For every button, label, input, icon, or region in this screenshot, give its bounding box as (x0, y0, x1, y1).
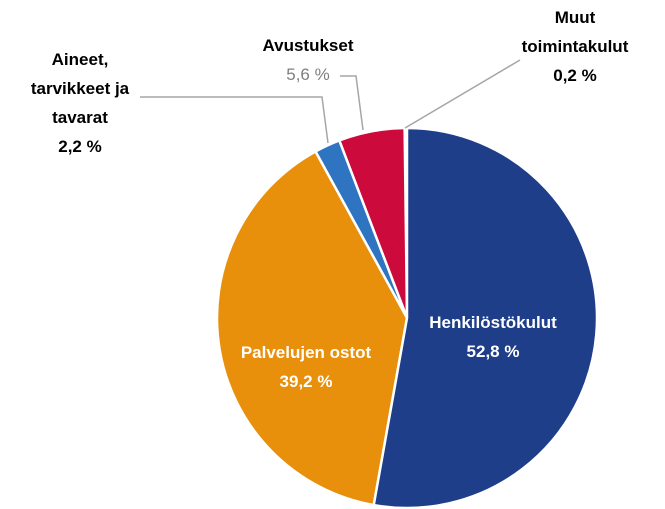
slice-label: Avustukset 5,6 % (248, 31, 368, 89)
value-label: 39,2 % (279, 372, 333, 391)
value-label: 5,6 % (286, 65, 330, 84)
slice-label: Palvelujen ostot 39,2 % (211, 338, 401, 396)
leader-line (340, 75, 364, 131)
pie-slice (372, 126, 599, 509)
category-label: Muut toimintakulut (521, 8, 629, 56)
category-label: Aineet, tarvikkeet ja tavarat (30, 50, 130, 127)
slice-label: Muut toimintakulut 0,2 % (520, 3, 630, 90)
value-label: 0,2 % (553, 66, 597, 85)
slice-label: Aineet, tarvikkeet ja tavarat 2,2 % (10, 45, 150, 161)
value-label: 2,2 % (58, 137, 102, 156)
pie-slice (215, 149, 409, 507)
category-label: Henkilöstökulut (429, 313, 557, 332)
leader-line (140, 96, 329, 144)
leader-line (404, 59, 521, 129)
category-label: Avustukset (262, 36, 354, 55)
slice-label: Henkilöstökulut 52,8 % (403, 308, 583, 366)
value-label: 52,8 % (466, 342, 520, 361)
category-label: Palvelujen ostot (240, 343, 372, 362)
